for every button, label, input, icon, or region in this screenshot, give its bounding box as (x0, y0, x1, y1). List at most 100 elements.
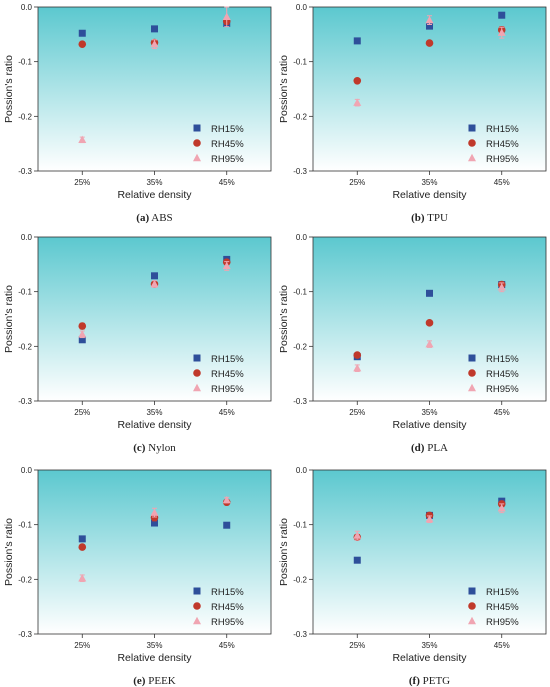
data-point-rh95 (78, 135, 87, 144)
legend-marker-rh95 (468, 616, 476, 625)
x-tick-label: 25% (74, 408, 90, 417)
data-point-rh45 (78, 322, 87, 330)
legend-label: RH95% (486, 617, 519, 628)
y-tick-label: 0.0 (296, 233, 308, 242)
data-point-rh95 (425, 339, 434, 348)
legend-marker-rh15 (468, 354, 476, 362)
legend-marker-rh95 (193, 383, 201, 392)
legend-marker-rh45 (193, 139, 201, 147)
legend-label: RH95% (211, 154, 244, 165)
legend-label: RH95% (486, 384, 519, 395)
y-tick-label: -0.2 (18, 342, 32, 351)
caption-letter: (e) (133, 675, 146, 687)
legend-marker-rh15 (468, 587, 476, 595)
legend-label: RH95% (486, 154, 519, 165)
y-tick-label: -0.3 (18, 167, 32, 176)
chart-panel-3: 0.0 -0.1 -0.2 -0.3 25% 35% 45% Relative density… (3, 233, 272, 454)
panel-caption: (a) ABS (136, 212, 172, 224)
data-point-rh45 (425, 319, 434, 327)
legend-label: RH45% (486, 602, 519, 613)
y-tick-label: -0.2 (293, 342, 307, 351)
y-tick-label: -0.3 (18, 630, 32, 639)
legend-label: RH45% (486, 369, 519, 380)
x-tick-label: 35% (146, 408, 162, 417)
chart-panel-2: 0.0 -0.1 -0.2 -0.3 25% 35% 45% Relative density… (278, 3, 547, 224)
y-axis-label: Possion's ratio (278, 55, 290, 123)
legend-marker-rh45 (468, 139, 476, 147)
panel-caption: (e) PEEK (133, 675, 176, 687)
data-point-rh15 (353, 37, 361, 45)
caption-name: PEEK (148, 675, 176, 687)
legend-marker-rh95 (468, 383, 476, 392)
x-tick-label: 25% (74, 641, 90, 650)
y-axis-label: Possion's ratio (3, 285, 15, 353)
caption-letter: (c) (133, 442, 146, 454)
y-tick-label: -0.2 (293, 112, 307, 121)
legend-marker-rh15 (193, 587, 201, 595)
data-point-rh95 (497, 28, 506, 36)
caption-name: Nylon (148, 442, 176, 454)
panel-caption: (f) PETG (409, 675, 450, 687)
x-tick-label: 45% (494, 408, 510, 417)
x-axis-label: Relative density (117, 419, 192, 431)
legend-label: RH15% (211, 587, 244, 598)
y-tick-label: -0.2 (293, 575, 307, 584)
legend-label: RH45% (211, 139, 244, 150)
x-tick-label: 35% (421, 178, 437, 187)
legend-label: RH45% (211, 369, 244, 380)
legend-marker-rh45 (193, 369, 201, 377)
legend-marker-rh45 (193, 602, 201, 610)
chart-panel-5: 0.0 -0.1 -0.2 -0.3 25% 35% 45% Relative density… (3, 466, 272, 687)
legend-marker-rh95 (468, 153, 476, 162)
legend-label: RH15% (486, 354, 519, 365)
y-tick-label: 0.0 (21, 233, 33, 242)
legend-marker-rh95 (193, 153, 201, 162)
plot-area (312, 469, 547, 635)
y-tick-label: 0.0 (21, 466, 33, 475)
x-tick-label: 45% (494, 178, 510, 187)
y-tick-label: -0.1 (18, 288, 32, 297)
data-point-rh95 (353, 531, 362, 539)
caption-letter: (f) (409, 675, 420, 687)
x-tick-label: 35% (146, 641, 162, 650)
y-axis-label: Possion's ratio (3, 518, 15, 586)
data-point-rh45 (353, 77, 362, 85)
y-tick-label: -0.1 (18, 58, 32, 67)
data-point-rh45 (78, 543, 87, 551)
data-point-rh15 (151, 519, 158, 527)
y-tick-label: -0.3 (293, 397, 307, 406)
plot-area (37, 469, 272, 635)
chart-panel-6: 0.0 -0.1 -0.2 -0.3 25% 35% 45% Relative density… (278, 466, 547, 687)
panel-caption: (b) TPU (411, 212, 448, 224)
data-point-rh45 (353, 351, 362, 359)
x-axis-label: Relative density (392, 189, 467, 201)
legend-marker-rh15 (468, 124, 476, 132)
data-point-rh95 (425, 515, 434, 523)
y-tick-label: -0.1 (293, 58, 307, 67)
data-point-rh15 (353, 556, 361, 564)
panel-caption: (d) PLA (411, 442, 448, 454)
legend-label: RH15% (211, 124, 244, 135)
data-point-rh15 (151, 272, 158, 280)
x-tick-label: 45% (494, 641, 510, 650)
data-point-rh15 (223, 521, 231, 529)
y-tick-label: -0.3 (293, 630, 307, 639)
y-tick-label: -0.2 (18, 112, 32, 121)
legend-marker-rh15 (193, 124, 201, 132)
legend-marker-rh15 (193, 354, 201, 362)
plot-area (37, 236, 272, 402)
data-point-rh95 (78, 574, 87, 582)
x-tick-label: 25% (349, 178, 365, 187)
x-tick-label: 45% (219, 641, 235, 650)
data-point-rh95 (222, 12, 231, 21)
caption-letter: (d) (411, 442, 425, 454)
data-point-rh15 (78, 29, 86, 37)
data-point-rh95 (78, 330, 87, 338)
data-point-rh45 (78, 40, 87, 48)
legend-label: RH95% (211, 617, 244, 628)
data-point-rh95 (150, 508, 159, 516)
data-point-rh95 (150, 279, 159, 288)
x-tick-label: 35% (421, 641, 437, 650)
y-tick-label: -0.2 (18, 575, 32, 584)
